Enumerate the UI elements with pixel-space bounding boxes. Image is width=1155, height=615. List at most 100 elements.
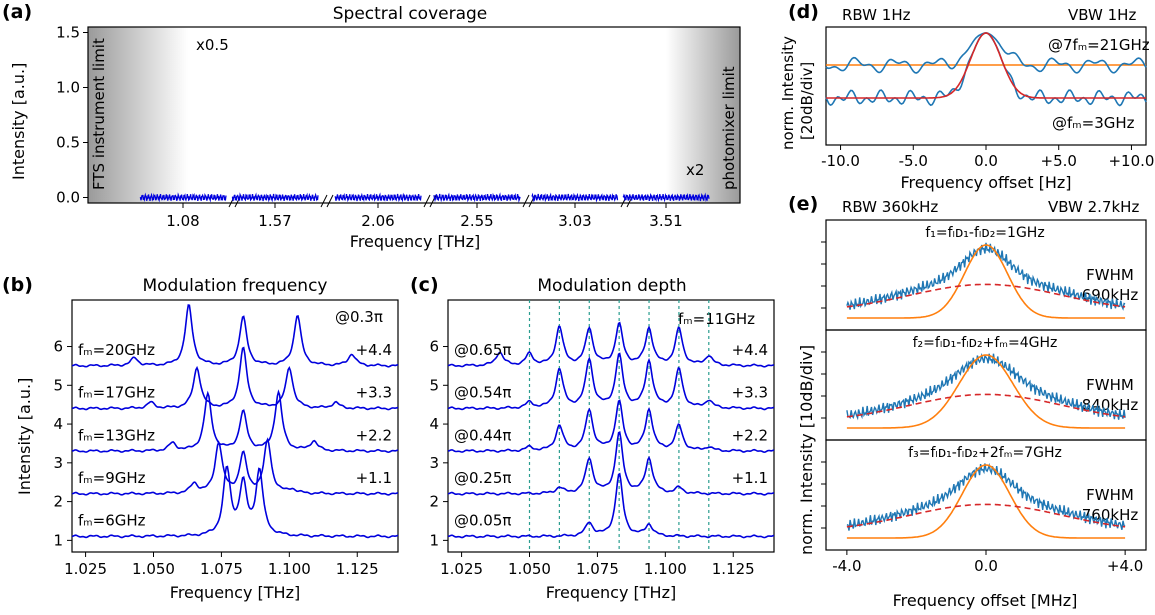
panel-b-corner: @0.3π <box>335 308 383 326</box>
panel-d-xtick-label: +5.0 <box>1041 152 1077 170</box>
panel-b-ytick-label: 2 <box>53 493 63 511</box>
panel-e-plot: f₁=fₗᴅ₁-fₗᴅ₂=1GHzFWHM690kHzf₂=fₗᴅ₁-fₗᴅ₂+… <box>821 219 1147 575</box>
panel-a: (a) Spectral coverage FTS instrument lim… <box>2 1 741 251</box>
panel-c-xtick-label: 1.125 <box>712 560 755 578</box>
panel-e-measured-trace <box>846 462 1126 531</box>
panel-c-offset-label: +1.1 <box>732 469 768 487</box>
panel-e-subplot-title: f₃=fₗᴅ₁-fₗᴅ₂+2fₘ=7GHz <box>908 445 1062 461</box>
panel-b-offset-label: +3.3 <box>356 384 392 402</box>
panel-d: (d) RBW 1Hz VBW 1Hz norm. Intensity [20d… <box>779 1 1154 192</box>
panel-c-series-label: @0.54π <box>454 384 511 402</box>
panel-a-segment-trace <box>334 192 422 203</box>
panel-c-series-trace <box>447 430 775 496</box>
panel-a-break-mark <box>429 194 437 208</box>
panel-a-right-note: photomixer limit <box>720 66 738 190</box>
panel-a-plot: 0.0 0.5 1.0 1.5 1.08 1.57 2.06 2.55 3.03 3.51 <box>56 24 710 230</box>
panel-e-gauss-fit <box>846 244 1126 319</box>
panel-e-measured-trace <box>846 242 1126 311</box>
panel-e-measured-trace <box>846 352 1126 421</box>
panel-d-plot: -10.0 -5.0 0.0 +5.0 +10.0 <box>821 32 1154 170</box>
panel-b-title: Modulation frequency <box>142 276 327 296</box>
panel-c-series-trace <box>447 472 775 539</box>
panel-b-xtick-label: 1.050 <box>132 560 175 578</box>
panel-a-break-mark <box>423 194 431 208</box>
panel-b-plot: 1.025 1.050 1.075 1.100 1.125 1 2 3 4 5 6 fₘ=6GHz fₘ… <box>53 304 399 578</box>
panel-b-ylabel: Intensity [a.u.] <box>15 378 34 495</box>
panel-e-gauss-fit <box>846 354 1126 429</box>
panel-c-offset-label: +2.2 <box>732 426 768 444</box>
panel-a-xtick-label: 1.08 <box>166 212 199 230</box>
panel-c-ytick-label: 6 <box>429 338 439 356</box>
panel-d-xtick-label: -5.0 <box>899 152 928 170</box>
panel-b: (b) Modulation frequency @0.3π Intensity… <box>2 274 399 602</box>
panel-c-ytick-label: 4 <box>429 415 439 433</box>
panel-b-series-label: fₘ=20GHz <box>78 341 155 359</box>
panel-e-xlabel: Frequency offset [MHz] <box>893 591 1078 610</box>
panel-c-series-label: @0.44π <box>454 426 511 444</box>
panel-b-ytick-label: 6 <box>53 338 63 356</box>
panel-e-vbw: VBW 2.7kHz <box>1048 198 1139 216</box>
panel-c-ytick-label: 1 <box>429 531 439 549</box>
panel-c-series-trace <box>447 321 775 368</box>
panel-a-title: Spectral coverage <box>333 4 488 24</box>
panel-e-xtick-label: 0.0 <box>974 557 998 575</box>
panel-d-xtick-label: -10.0 <box>821 152 860 170</box>
panel-b-offset-label: +2.2 <box>356 426 392 444</box>
panel-c-ytick-label: 5 <box>429 376 439 394</box>
panel-a-xtick-label: 3.51 <box>649 212 682 230</box>
panel-b-frame <box>71 299 399 553</box>
panel-b-series-trace <box>71 437 399 496</box>
panel-b-series-trace <box>71 304 399 368</box>
panel-e-gauss-fit <box>846 464 1126 539</box>
panel-b-series-trace <box>71 389 399 454</box>
panel-c-label: (c) <box>410 274 439 296</box>
panel-c-corner: fₘ=11GHz <box>678 310 755 328</box>
panel-b-xlabel: Frequency [THz] <box>170 583 300 602</box>
panel-b-offset-label: +1.1 <box>356 469 392 487</box>
panel-b-xtick-label: 1.125 <box>336 560 379 578</box>
panel-a-break-mark <box>522 194 530 208</box>
panel-d-lower-label: @fₘ=3GHz <box>1052 114 1135 132</box>
panel-e-fwhm-label: FWHM <box>1086 376 1134 394</box>
panel-b-offset-label: +4.4 <box>356 341 392 359</box>
panel-d-xlabel: Frequency offset [Hz] <box>900 173 1071 192</box>
panel-e-xtick-label: -4.0 <box>832 557 861 575</box>
panel-e-label: (e) <box>788 193 818 215</box>
panel-b-series-label: fₘ=6GHz <box>78 512 146 530</box>
panel-c-plot: 1.025 1.050 1.075 1.100 1.125 1 2 3 4 5 6 @0.05π @0.… <box>429 300 775 578</box>
panel-a-scale-right: x2 <box>686 161 704 179</box>
panel-a-xlabel: Frequency [THz] <box>350 232 480 251</box>
panel-c-series-label: @0.25π <box>454 469 511 487</box>
panel-a-ytick-label: 1.5 <box>56 24 80 42</box>
panel-b-xtick-label: 1.100 <box>268 560 311 578</box>
panel-e-ylabel: norm. Intensity [10dB/div] <box>797 345 816 555</box>
panel-a-xtick-label: 1.57 <box>258 212 291 230</box>
panel-b-ytick-label: 3 <box>53 454 63 472</box>
panel-c-offset-label: +4.4 <box>732 341 768 359</box>
panel-a-break-mark <box>528 194 536 208</box>
panel-b-ytick-label: 5 <box>53 376 63 394</box>
panel-e-xtick-label: +4.0 <box>1107 557 1143 575</box>
panel-c-xtick-label: 1.025 <box>440 560 483 578</box>
panel-c-ytick-label: 3 <box>429 454 439 472</box>
panel-a-segment-trace <box>433 192 521 203</box>
panel-a-left-note: FTS instrument limit <box>90 38 108 190</box>
panel-a-segment-trace <box>531 192 619 203</box>
panel-a-ytick-label: 0.5 <box>56 134 80 152</box>
panel-d-upper-label: @7fₘ=21GHz <box>1048 36 1150 54</box>
panel-e-subplot-title: f₁=fₗᴅ₁-fₗᴅ₂=1GHz <box>925 225 1044 241</box>
panel-d-xtick-label: +10.0 <box>1108 152 1154 170</box>
panel-c-offset-label: +3.3 <box>732 384 768 402</box>
panel-a-ylabel: Intensity [a.u.] <box>9 63 28 180</box>
panel-c-series-trace <box>447 352 775 411</box>
panel-b-series-trace <box>71 465 399 539</box>
panel-d-rbw: RBW 1Hz <box>842 6 911 24</box>
panel-b-series-label: fₘ=9GHz <box>78 469 146 487</box>
panel-c-xlabel: Frequency [THz] <box>546 583 676 602</box>
panel-c-series-label: @0.65π <box>454 341 511 359</box>
panel-a-frame <box>87 26 741 204</box>
panel-a-ytick-label: 1.0 <box>56 79 80 97</box>
panel-c: (c) Modulation depth fₘ=11GHz Frequency … <box>410 274 775 602</box>
panel-e: (e) RBW 360kHz VBW 2.7kHz norm. Intensit… <box>788 193 1147 610</box>
